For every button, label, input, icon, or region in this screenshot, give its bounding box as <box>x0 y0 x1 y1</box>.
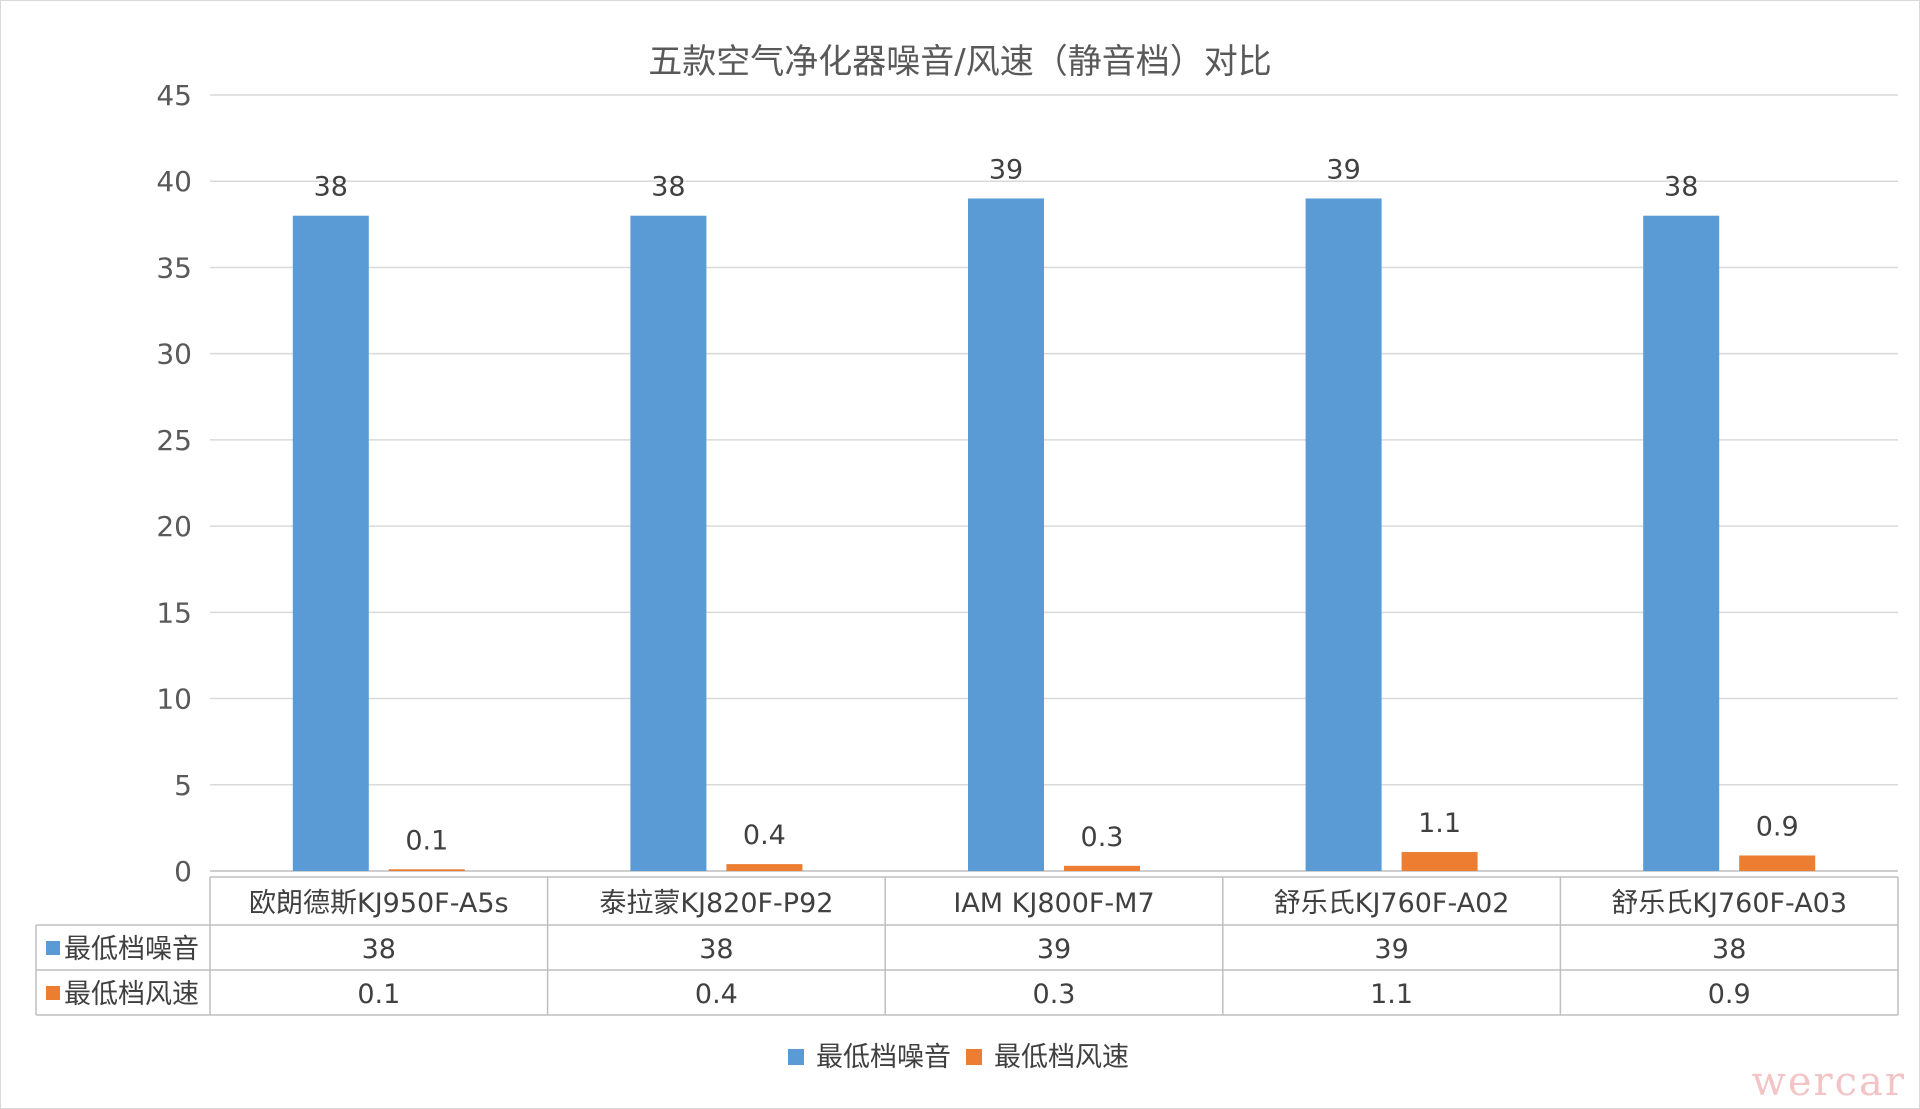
legend-swatch <box>788 1049 804 1065</box>
y-tick-label: 20 <box>156 510 192 543</box>
y-tick-label: 10 <box>156 683 192 716</box>
x-tick-label: IAM KJ800F-M7 <box>953 888 1154 919</box>
data-label: 39 <box>1326 154 1360 185</box>
legend-swatch <box>966 1049 982 1065</box>
table-cell: 39 <box>1374 934 1408 965</box>
gridlines <box>210 94 1898 872</box>
table-series-name: 最低档风速 <box>64 979 199 1010</box>
table-legend-key <box>46 941 60 955</box>
bar-airflow <box>1739 855 1816 871</box>
table-cell: 38 <box>1712 934 1746 965</box>
data-labels: 38 38 39 39 38 0.1 0.4 0.3 1.1 0.9 <box>314 154 1799 856</box>
y-tick-label: 25 <box>156 424 192 457</box>
bar-noise <box>968 198 1044 871</box>
y-tick-label: 30 <box>156 338 192 371</box>
y-tick-label: 5 <box>174 769 192 802</box>
data-label: 0.1 <box>405 825 448 856</box>
data-label: 38 <box>651 172 685 203</box>
legend: 最低档噪音 最低档风速 <box>788 1042 1129 1073</box>
bar-noise <box>292 215 369 871</box>
y-tick-label: 0 <box>174 855 192 888</box>
table-cell: 38 <box>362 934 396 965</box>
bar-noise <box>1643 215 1720 871</box>
y-tick-label: 15 <box>156 596 192 629</box>
bar-noise <box>1305 198 1382 871</box>
table-cell: 0.3 <box>1033 979 1076 1010</box>
table-cell: 39 <box>1037 934 1071 965</box>
table-legend-key <box>46 986 60 1000</box>
data-label: 0.9 <box>1756 811 1799 842</box>
x-tick-label: 舒乐氏KJ760F-A02 <box>1274 888 1510 919</box>
legend-label: 最低档风速 <box>994 1042 1129 1073</box>
watermark: wercar <box>1751 1059 1906 1105</box>
data-label: 39 <box>989 154 1023 185</box>
x-tick-label: 欧朗德斯KJ950F-A5s <box>249 888 509 919</box>
chart-title: 五款空气净化器噪音/风速（静音档）对比 <box>648 42 1272 82</box>
data-label: 38 <box>1664 172 1698 203</box>
y-axis: 0 5 10 15 20 25 30 35 40 45 <box>156 79 192 888</box>
y-tick-label: 35 <box>156 251 192 284</box>
y-tick-label: 45 <box>156 79 192 112</box>
data-label: 38 <box>314 172 348 203</box>
data-table: 欧朗德斯KJ950F-A5s 泰拉蒙KJ820F-P92 IAM KJ800F-M7… <box>35 876 1899 1016</box>
table-cell: 38 <box>699 934 733 965</box>
data-label: 0.3 <box>1081 822 1124 853</box>
bars <box>292 198 1816 871</box>
x-tick-label: 舒乐氏KJ760F-A03 <box>1611 888 1847 919</box>
legend-label: 最低档噪音 <box>816 1042 951 1073</box>
table-cell: 0.4 <box>695 979 738 1010</box>
table-cell: 0.1 <box>357 979 400 1010</box>
bar-airflow <box>1064 865 1140 871</box>
data-label: 0.4 <box>743 820 786 851</box>
bar-airflow <box>726 864 803 871</box>
table-cell: 0.9 <box>1708 979 1751 1010</box>
y-tick-label: 40 <box>156 165 192 198</box>
x-tick-label: 泰拉蒙KJ820F-P92 <box>599 888 833 919</box>
bar-airflow <box>1401 852 1478 871</box>
table-series-name: 最低档噪音 <box>64 934 199 965</box>
bar-airflow <box>388 869 465 871</box>
table-cell: 1.1 <box>1370 979 1413 1010</box>
data-label: 1.1 <box>1418 808 1461 839</box>
bar-noise <box>630 215 707 871</box>
